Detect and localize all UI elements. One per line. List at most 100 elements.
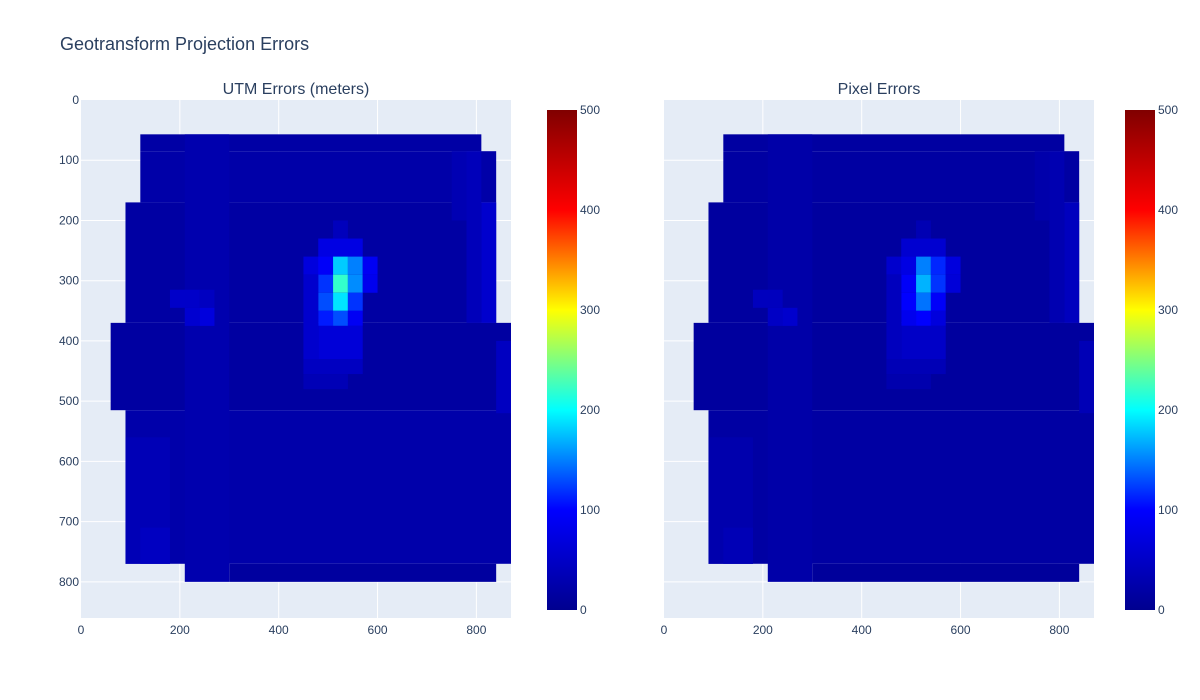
heatmap-cell <box>916 256 931 275</box>
heatmap-cell <box>886 374 931 390</box>
heatmap-cell <box>945 256 961 275</box>
colorbar-tick-label: 500 <box>1158 103 1178 117</box>
figure-title: Geotransform Projection Errors <box>60 34 309 54</box>
heatmap-cell <box>930 274 946 293</box>
heatmap-cell <box>347 310 363 326</box>
heatmap-cell <box>916 274 931 293</box>
heatmap-cell <box>767 134 813 582</box>
heatmap-cell <box>125 410 511 564</box>
heatmap-cell <box>140 527 170 564</box>
heatmap-cell <box>916 220 931 239</box>
colorbar-tick-label: 0 <box>1158 603 1165 617</box>
heatmap-cell <box>1049 151 1065 323</box>
heatmap-cell <box>303 274 319 359</box>
subplot-title: Pixel Errors <box>838 81 921 98</box>
heatmap-cell <box>347 256 363 275</box>
heatmap-cell <box>930 256 946 275</box>
heatmap-cell <box>1034 151 1050 221</box>
heatmap-cell <box>229 563 497 582</box>
heatmap-cell <box>930 310 946 326</box>
heatmap-panel-1: UTM Errors (meters) 0 200 400 600 800 0 100 200 3… <box>59 81 600 637</box>
x-tick-label: 800 <box>1049 623 1069 637</box>
y-tick-label: 700 <box>59 515 79 529</box>
heatmap-panel-2: Pixel Errors 0 200 400 600 800 0 100 200 300 400 50… <box>661 81 1179 637</box>
heatmap-cell <box>496 340 511 414</box>
heatmap-cell <box>916 310 931 326</box>
heatmap-cell <box>767 307 783 326</box>
y-tick-label: 600 <box>59 454 79 468</box>
heatmap-cell <box>945 274 961 293</box>
heatmap-cell <box>752 289 783 308</box>
heatmap-cell <box>901 238 946 257</box>
heatmap-cell <box>318 292 334 311</box>
heatmap-cell <box>318 256 334 275</box>
heatmap-cell <box>347 274 363 293</box>
heatmap-cell <box>184 134 230 582</box>
y-tick-label: 200 <box>59 213 79 227</box>
y-tick-label: 0 <box>72 93 79 107</box>
heatmap-cell <box>708 410 1094 564</box>
heatmap-cell <box>481 202 497 323</box>
x-tick-label: 400 <box>269 623 289 637</box>
heatmap-cell <box>901 274 917 293</box>
heatmap-cell <box>333 220 348 239</box>
heatmap-cell <box>916 292 931 311</box>
heatmap-cell <box>333 274 348 293</box>
heatmap-cell <box>333 256 348 275</box>
heatmap-cell <box>199 289 215 308</box>
colorbar-tick-label: 500 <box>580 103 600 117</box>
heatmap-cell <box>782 307 798 326</box>
heatmap-cell <box>303 359 363 375</box>
heatmap-cell <box>362 256 378 275</box>
panels: UTM Errors (meters) 0 200 400 600 800 0 100 200 3… <box>59 81 1178 637</box>
colorbar-tick-label: 300 <box>580 303 600 317</box>
x-tick-label: 200 <box>753 623 773 637</box>
heatmap-cell <box>333 310 348 326</box>
subplot-title: UTM Errors (meters) <box>223 81 370 98</box>
heatmap-cell <box>1064 202 1080 323</box>
heatmap-cell <box>1079 340 1094 414</box>
heatmap-cell <box>318 325 363 359</box>
heatmap-cell <box>199 307 215 326</box>
colorbar-tick-label: 0 <box>580 603 587 617</box>
heatmap-cell <box>930 292 946 311</box>
colorbar-tick-label: 200 <box>1158 403 1178 417</box>
x-tick-label: 0 <box>661 623 668 637</box>
colorbar <box>1125 110 1155 610</box>
x-tick-label: 600 <box>368 623 388 637</box>
heatmap-cell <box>333 292 348 311</box>
colorbar-tick-label: 300 <box>1158 303 1178 317</box>
x-tick-label: 800 <box>466 623 486 637</box>
x-tick-label: 600 <box>951 623 971 637</box>
heatmap-cell <box>318 238 363 257</box>
x-tick-label: 200 <box>170 623 190 637</box>
y-tick-label: 800 <box>59 575 79 589</box>
y-tick-label: 400 <box>59 334 79 348</box>
y-tick-label: 100 <box>59 153 79 167</box>
heatmap-cell <box>901 325 946 359</box>
heatmap-cell <box>169 289 200 308</box>
heatmap-cell <box>362 274 378 293</box>
heatmap-cell <box>466 151 482 323</box>
x-tick-label: 0 <box>78 623 85 637</box>
colorbar-tick-label: 100 <box>1158 503 1178 517</box>
heatmap-cell <box>184 307 200 326</box>
x-tick-label: 400 <box>852 623 872 637</box>
heatmap-cell <box>723 527 753 564</box>
heatmap-cell <box>886 359 946 375</box>
colorbar-tick-label: 400 <box>580 203 600 217</box>
y-tick-label: 500 <box>59 394 79 408</box>
heatmap-cell <box>303 374 348 390</box>
y-tick-label: 300 <box>59 274 79 288</box>
colorbar-tick-label: 200 <box>580 403 600 417</box>
heatmap-cell <box>451 151 467 221</box>
heatmap-cell <box>318 274 334 293</box>
heatmap-cell <box>901 292 917 311</box>
heatmap-cell <box>318 310 334 326</box>
colorbar-tick-label: 100 <box>580 503 600 517</box>
heatmap-cell <box>901 256 917 275</box>
heatmap-cell <box>812 563 1080 582</box>
colorbar <box>547 110 577 610</box>
